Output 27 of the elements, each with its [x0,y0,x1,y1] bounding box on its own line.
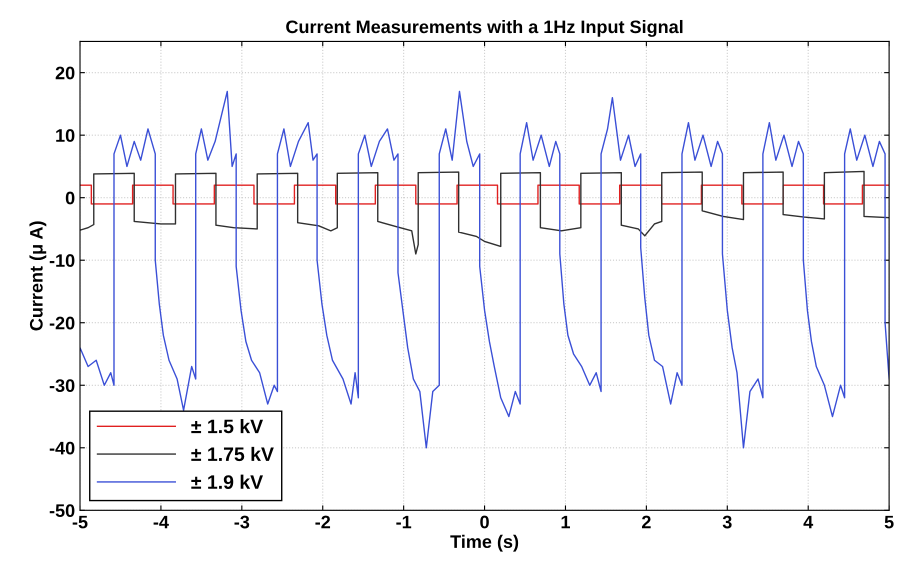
y-tick-label: 20 [56,66,74,80]
y-tick-label: -10 [50,254,74,267]
x-tick-label: -5 [72,516,88,528]
x-tick-label: 2 [642,516,651,528]
x-tick-label: 0 [480,516,489,528]
x-axis-title: Time (s) [450,534,518,552]
line-series [80,170,890,255]
legend-label: ± 1.9 kV [191,474,263,489]
legend-label: ± 1.75 kV [191,446,274,462]
y-tick-label: -40 [50,442,74,454]
x-tick-label: 1 [562,516,570,528]
x-tick-label: 4 [803,516,814,528]
x-tick-label: 3 [722,516,732,528]
x-tick-label: -1 [396,516,412,528]
x-tick-label: -3 [234,516,250,528]
x-tick-label: -2 [315,516,330,528]
legend-label: ± 1.5 kV [191,418,263,434]
y-tick-label: -20 [50,316,74,330]
y-tick-label: 0 [66,192,74,204]
chart-title: Current Measurements with a 1Hz Input Signal [286,20,682,37]
x-tick-label: 5 [884,516,894,528]
y-tick-label: 10 [56,129,74,142]
line-series [80,90,890,448]
y-axis-title: Current (μ A) [29,221,46,330]
x-tick-label: -4 [154,516,169,528]
y-tick-label: -30 [50,379,74,392]
y-tick-label: -50 [50,504,74,518]
